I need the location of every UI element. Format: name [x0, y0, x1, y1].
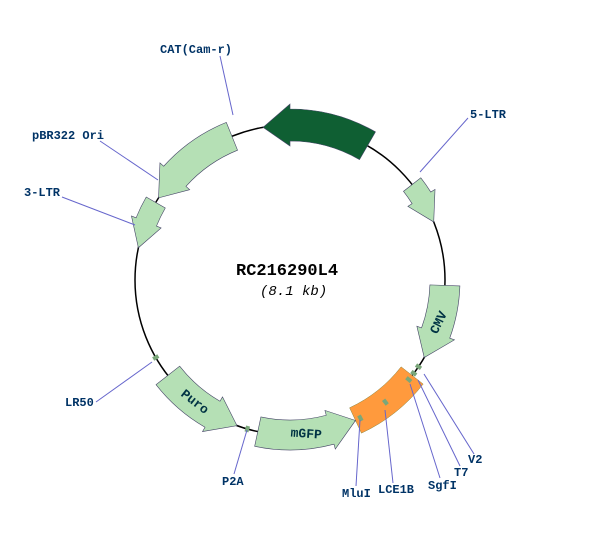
tick-lr50	[153, 356, 158, 359]
label-pbr: pBR322 Ori	[32, 129, 104, 143]
segment-pbr	[159, 122, 238, 197]
leader-pbr	[100, 141, 158, 180]
leader-cat	[220, 56, 233, 115]
label-cat: CAT(Cam-r)	[160, 43, 232, 57]
leader-lr50	[96, 362, 152, 402]
segment-ltr5	[403, 178, 435, 222]
leader-ltr3	[62, 197, 135, 225]
leader-p2a	[234, 430, 247, 474]
leader-lce1b	[385, 410, 393, 483]
tick-v2	[416, 365, 421, 368]
label-ltr5: 5-LTR	[470, 108, 506, 122]
label-p2a: P2A	[222, 475, 244, 489]
label-lce1b: LCE1B	[378, 483, 414, 497]
label-v2: V2	[468, 453, 482, 467]
leader-sgfi	[410, 384, 440, 478]
label-t7: T7	[454, 466, 468, 480]
plasmid-size: (8.1 kb)	[260, 284, 327, 300]
label-lr50: LR50	[65, 396, 94, 410]
segment-ltr3	[131, 197, 165, 248]
leader-v2	[424, 374, 474, 454]
label-ltr3: 3-LTR	[24, 186, 60, 200]
label-sgfi: SgfI	[428, 479, 457, 493]
leader-t7	[418, 380, 460, 466]
label-mlui: MluI	[342, 487, 371, 501]
leader-ltr5	[420, 118, 468, 172]
leader-mlui	[356, 420, 360, 486]
label-mgfp: mGFP	[290, 426, 322, 443]
segment-cat	[263, 104, 375, 160]
plasmid-name: RC216290L4	[236, 262, 338, 281]
tick-mlui	[359, 415, 362, 420]
